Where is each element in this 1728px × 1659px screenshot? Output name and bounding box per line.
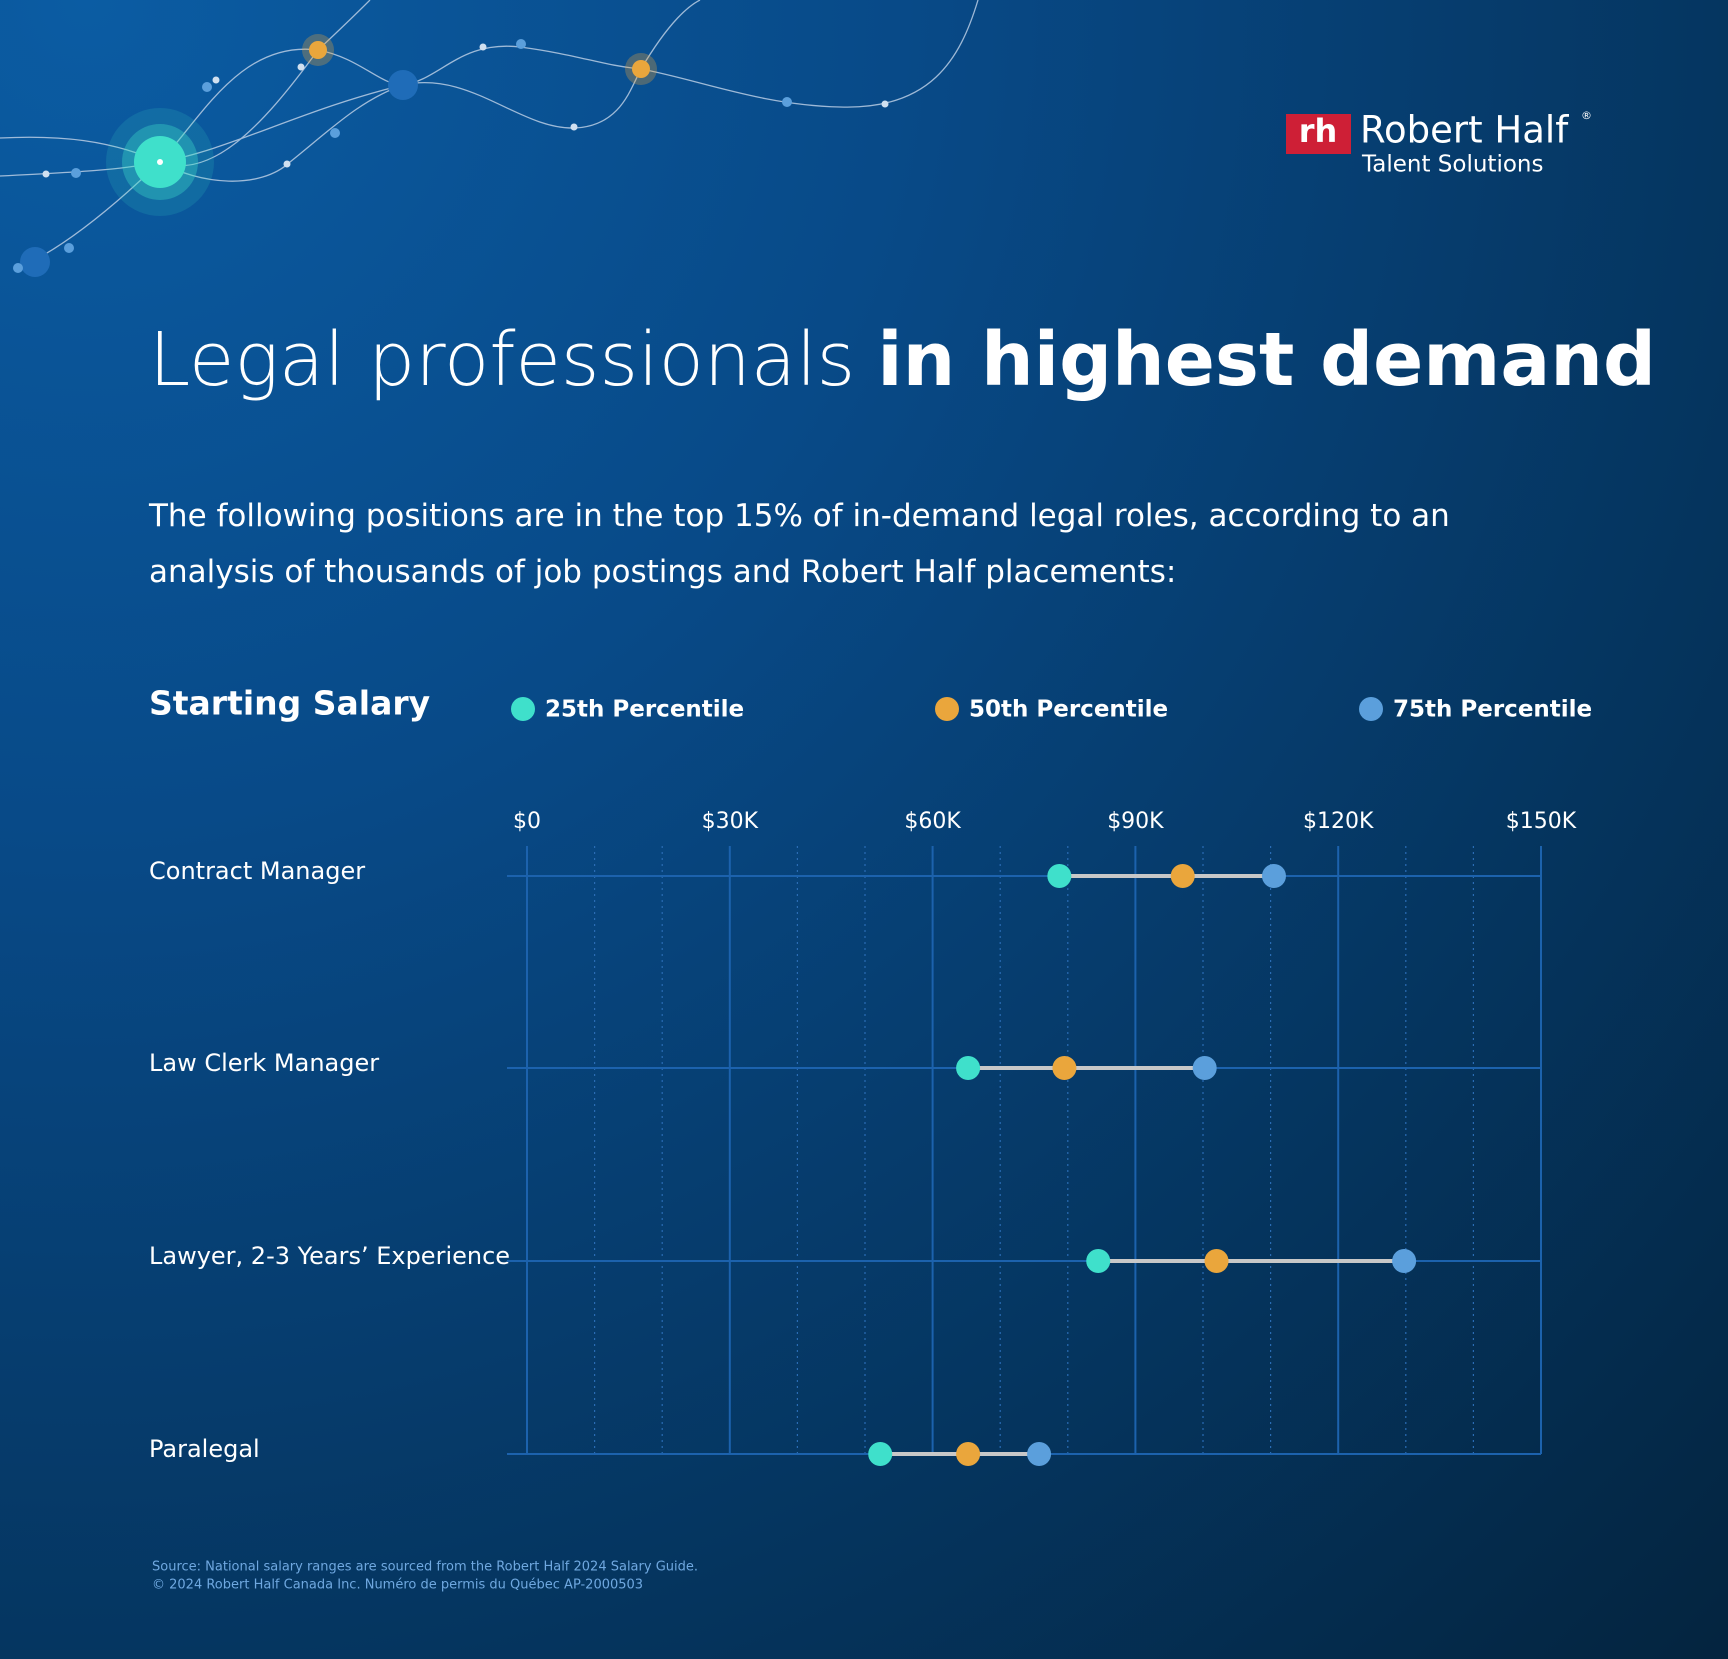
x-tick-label: $120K xyxy=(1303,809,1374,834)
dot xyxy=(1192,1056,1217,1080)
dot xyxy=(1170,864,1195,888)
footer-copyright: © 2024 Robert Half Canada Inc. Numéro de… xyxy=(152,1578,643,1593)
dot xyxy=(1261,864,1286,888)
logo-name: Robert Half xyxy=(1360,109,1569,152)
dot xyxy=(956,1056,981,1080)
logo-tagline: Talent Solutions xyxy=(1361,152,1543,178)
dot xyxy=(1027,1442,1052,1466)
dot xyxy=(1047,864,1072,888)
dot xyxy=(1204,1249,1229,1273)
title: Legal professionals in highest demand xyxy=(149,317,1656,403)
legend-marker xyxy=(935,697,959,721)
chart-title: Starting Salary xyxy=(149,684,430,723)
x-tick-label: $150K xyxy=(1506,809,1577,834)
legend-label: 75th Percentile xyxy=(1393,697,1592,723)
row-label: Lawyer, 2-3 Years’ Experience xyxy=(149,1242,510,1270)
dot xyxy=(956,1442,981,1466)
legend-label: 25th Percentile xyxy=(545,697,744,723)
logo-mark: rh xyxy=(1299,112,1338,150)
dot xyxy=(1052,1056,1077,1080)
x-tick-label: $0 xyxy=(513,809,541,834)
legend-label: 50th Percentile xyxy=(969,697,1168,723)
dot xyxy=(868,1442,893,1466)
dot xyxy=(1086,1249,1111,1273)
x-tick-label: $30K xyxy=(702,809,759,834)
logo-registered: ® xyxy=(1581,109,1592,122)
row-label: Law Clerk Manager xyxy=(149,1049,379,1077)
title-regular: Legal professionals xyxy=(149,317,855,403)
logo-box xyxy=(1286,114,1351,154)
legend-marker xyxy=(1359,697,1383,721)
decoration-nodes xyxy=(13,34,889,277)
row-label: Paralegal xyxy=(149,1435,260,1463)
footer-source: Source: National salary ranges are sourc… xyxy=(152,1560,698,1575)
plot: 25th Percentile 50th Percentile 75th Perce… xyxy=(149,697,1592,1466)
title-bold: in highest demand xyxy=(877,317,1656,403)
subtitle: The following positions are in the top 1… xyxy=(149,498,1450,590)
x-tick-label: $90K xyxy=(1107,809,1164,834)
legend-marker xyxy=(511,697,535,721)
row-label: Contract Manager xyxy=(149,857,365,885)
dot xyxy=(1392,1249,1417,1273)
x-tick-label: $60K xyxy=(904,809,961,834)
